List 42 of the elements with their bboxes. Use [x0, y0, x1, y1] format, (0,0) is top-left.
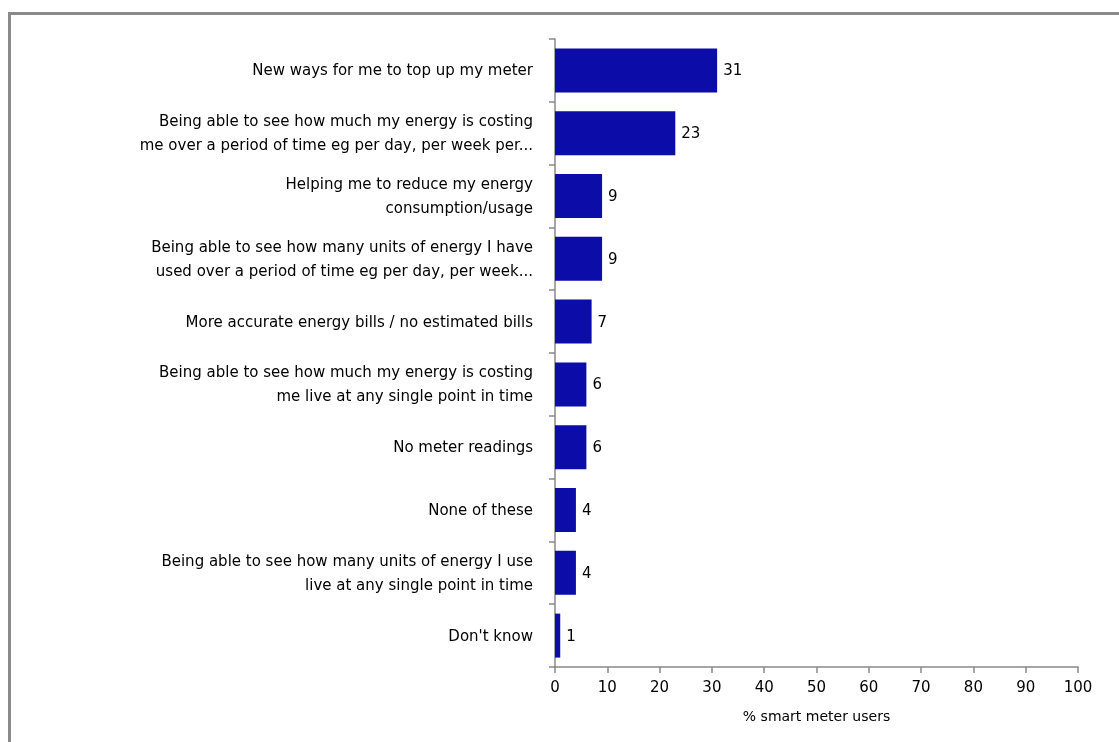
x-tick-label: 0	[550, 677, 560, 696]
bar	[555, 174, 603, 218]
x-tick-label: 30	[702, 677, 722, 696]
data-label: 9	[608, 187, 618, 205]
x-tick-label: 50	[806, 677, 827, 696]
data-label: 1	[566, 626, 576, 645]
x-axis-title: % smart meter users	[742, 708, 891, 724]
x-tick-label: 60	[859, 677, 879, 696]
y-tick-label: Being able to see how many units of energy I use live at any single point in time	[161, 551, 533, 594]
y-tick-label: Helping me to reduce my energy consumption/usage	[285, 175, 534, 217]
data-label: 6	[592, 438, 602, 457]
x-tick-label: 90	[1016, 677, 1036, 696]
bar	[555, 111, 676, 156]
y-tick-label: Don't know	[448, 626, 533, 645]
x-tick-label: 40	[754, 677, 774, 696]
y-tick-label: No meter readings	[393, 438, 534, 457]
y-tick-label: Being able to see how much my energy is costing me live at any single point in time	[159, 363, 533, 406]
x-tick-label: 20	[650, 677, 670, 696]
x-tick-label: 80	[963, 677, 983, 696]
data-label: 31	[723, 61, 743, 80]
bar	[555, 48, 718, 93]
y-tick-label: None of these	[428, 501, 533, 519]
x-tick-label: 10	[597, 677, 617, 696]
bar	[555, 425, 587, 470]
bar	[555, 236, 603, 281]
data-label: 9	[608, 249, 618, 268]
data-label: 23	[681, 124, 701, 143]
data-label: 4	[581, 501, 592, 519]
y-tick-label: Being able to see how many units of energy I have used over a period of time eg per day, per week...	[151, 237, 533, 280]
data-label: 6	[592, 375, 602, 394]
bar	[555, 362, 587, 407]
bar	[555, 299, 592, 344]
x-tick-label: 100	[1063, 677, 1093, 696]
bar	[555, 550, 576, 595]
y-tick-label: More accurate energy bills / no estimated bills	[185, 312, 534, 331]
bar	[555, 488, 576, 532]
y-tick-label: New ways for me to top up my meter	[252, 61, 534, 80]
data-label: 4	[581, 563, 592, 582]
y-tick-label: Being able to see how much my energy is costing me over a period of time eg per day, per week per...	[139, 112, 533, 155]
data-label: 7	[597, 312, 608, 331]
x-tick-label: 70	[911, 677, 931, 696]
bar	[555, 613, 561, 658]
